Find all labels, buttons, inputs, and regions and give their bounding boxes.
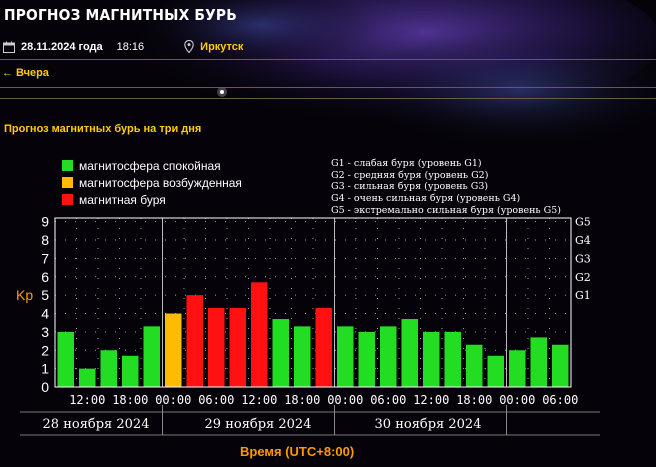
divider	[0, 98, 656, 99]
location-pin-icon	[184, 40, 194, 53]
kp-bar	[251, 282, 268, 387]
storm-level-g4: G4 - очень сильная буря (уровень G4)	[331, 193, 521, 205]
y-tick-label: 9	[41, 214, 49, 230]
city-link[interactable]: Иркутск	[200, 40, 244, 53]
yesterday-link[interactable]: ← Вчера	[2, 67, 49, 79]
kp-bar	[444, 331, 461, 387]
kp-bar	[487, 355, 504, 387]
kp-bar	[401, 319, 418, 387]
y-tick-label: 2	[41, 342, 49, 358]
kp-bar	[272, 319, 289, 387]
storm-level-legend: G1 - слабая буря (уровень G1) G2 - средн…	[331, 158, 561, 217]
legend-swatch	[62, 194, 73, 205]
y-tick-label: 5	[41, 287, 49, 303]
day-label: 28 ноября 2024	[43, 417, 150, 432]
kp-bar	[358, 331, 375, 387]
kp-bar	[380, 326, 397, 387]
divider	[0, 59, 656, 60]
day-label: 29 ноября 2024	[205, 417, 312, 432]
kp-bar	[57, 331, 74, 387]
kp-bar	[315, 308, 332, 387]
section-title: Прогноз магнитных бурь на три дня	[4, 123, 202, 135]
legend-swatch	[62, 177, 73, 188]
legend-item-storm: магнитная буря	[62, 191, 242, 208]
kp-bar	[423, 331, 440, 387]
y-tick-label: 4	[41, 306, 49, 322]
x-tick-label: 06:00	[198, 393, 234, 407]
kp-bar	[79, 368, 96, 387]
storm-level-g3: G3 - сильная буря (уровень G3)	[331, 181, 489, 193]
x-tick-label: 18:00	[112, 393, 148, 407]
kp-bar	[208, 308, 225, 387]
storm-level-g1: G1 - слабая буря (уровень G1)	[331, 158, 482, 169]
kp-bar	[530, 337, 547, 387]
kp-bar	[186, 295, 203, 387]
y-tick-label: 0	[41, 379, 49, 395]
y-axis-label: Kp	[16, 287, 34, 303]
storm-level-g2: G2 - средняя буря (уровень G2)	[331, 169, 489, 181]
x-tick-label: 00:00	[155, 393, 191, 407]
x-tick-label: 06:00	[370, 393, 406, 407]
x-axis-label: Время (UTC+8:00)	[240, 444, 355, 459]
storm-level-tick: G3	[575, 252, 591, 265]
kp-bar	[552, 344, 569, 387]
kp-bar	[100, 350, 117, 387]
storm-level-tick: G1	[575, 289, 591, 302]
storm-level-tick: G4	[575, 234, 591, 247]
storm-level-tick: G5	[575, 216, 591, 229]
kp-bar	[122, 355, 139, 387]
y-tick-label: 3	[41, 324, 49, 340]
legend-label: магнитосфера возбужденная	[79, 175, 242, 190]
kp-bar	[165, 313, 182, 387]
y-tick-label: 6	[41, 269, 49, 285]
kp-bar	[143, 326, 160, 387]
kp-bar	[294, 326, 311, 387]
storm-level-g5: G5 - экстремально сильная буря (уровень …	[331, 204, 561, 216]
y-tick-label: 7	[41, 250, 49, 266]
kp-bar	[509, 350, 526, 387]
x-tick-label: 00:00	[327, 393, 363, 407]
divider	[0, 87, 656, 88]
x-tick-label: 18:00	[284, 393, 320, 407]
kp-bar	[466, 344, 483, 387]
color-legend: магнитосфера спокойная магнитосфера возб…	[62, 157, 242, 208]
legend-label: магнитосфера спокойная	[79, 158, 221, 173]
kp-bar	[337, 326, 354, 387]
kp-bar	[229, 308, 246, 387]
x-tick-label: 06:00	[542, 393, 578, 407]
storm-level-tick: G2	[575, 271, 591, 284]
x-tick-label: 18:00	[456, 393, 492, 407]
x-tick-label: 12:00	[241, 393, 277, 407]
page-title: ПРОГНОЗ МАГНИТНЫХ БУРЬ	[4, 6, 237, 24]
x-tick-label: 12:00	[413, 393, 449, 407]
current-time: 18:16	[116, 40, 145, 53]
plot-frame	[54, 217, 572, 388]
legend-item-quiet: магнитосфера спокойная	[62, 157, 242, 174]
y-tick-label: 1	[41, 361, 49, 377]
current-date: 28.11.2024 года	[21, 40, 103, 53]
x-tick-label: 12:00	[69, 393, 105, 407]
legend-swatch	[62, 160, 73, 171]
calendar-icon	[3, 41, 15, 53]
date-bar: 28.11.2024 года 18:16 Иркутск	[3, 40, 243, 53]
day-label: 30 ноября 2024	[375, 417, 482, 432]
legend-item-unsettled: магнитосфера возбужденная	[62, 174, 242, 191]
legend-label: магнитная буря	[79, 192, 166, 207]
y-tick-label: 8	[41, 232, 49, 248]
x-tick-label: 00:00	[499, 393, 535, 407]
